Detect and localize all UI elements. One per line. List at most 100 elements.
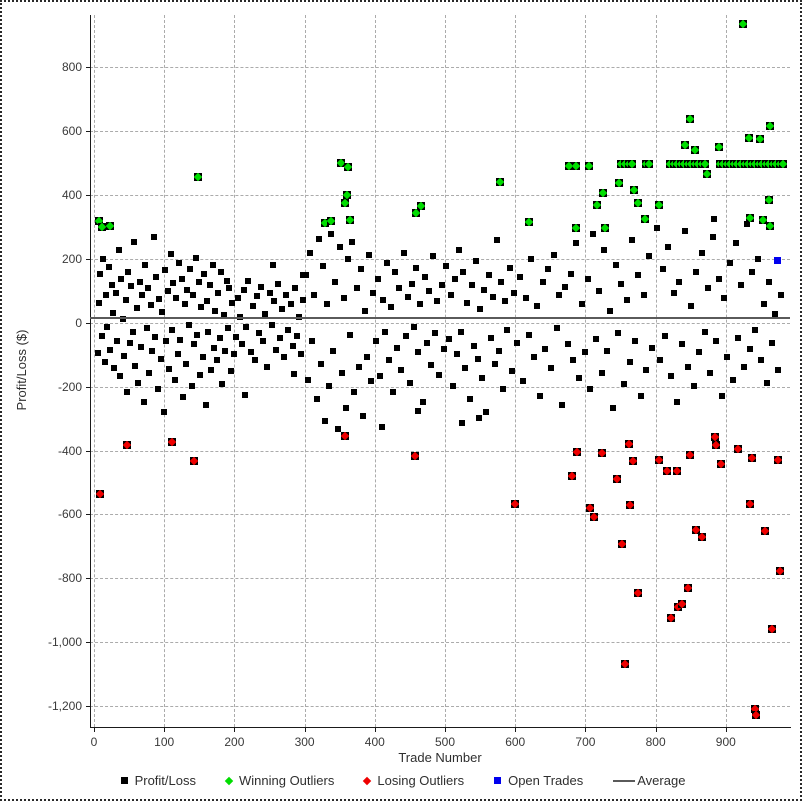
data-point	[340, 294, 347, 301]
data-point	[160, 408, 167, 415]
data-point	[181, 301, 188, 308]
data-point	[192, 254, 199, 261]
data-point	[654, 224, 661, 231]
data-point	[170, 280, 177, 287]
data-point	[143, 325, 150, 332]
data-point	[381, 328, 388, 335]
data-point	[375, 275, 382, 282]
data-point	[616, 159, 625, 168]
data-point	[460, 269, 467, 276]
open-trades-marker-icon	[494, 777, 502, 784]
y-tick-mark	[86, 322, 90, 324]
data-point	[202, 402, 209, 409]
data-point	[173, 294, 180, 301]
data-point	[510, 290, 517, 297]
data-point	[531, 354, 538, 361]
data-point	[702, 169, 711, 178]
x-gridline	[234, 15, 236, 727]
data-point	[299, 272, 306, 279]
data-point	[468, 282, 475, 289]
data-point	[506, 264, 513, 271]
data-point	[609, 405, 616, 412]
data-point	[337, 158, 346, 167]
data-point	[732, 240, 739, 247]
data-point	[139, 291, 146, 298]
data-point	[449, 383, 456, 390]
data-point	[180, 393, 187, 400]
y-tick-label: -1,000	[47, 635, 82, 650]
data-point	[736, 159, 745, 168]
data-point	[440, 345, 447, 352]
data-point	[665, 243, 672, 250]
data-point	[274, 280, 281, 287]
x-tick-mark	[725, 728, 727, 732]
x-tick-mark	[234, 728, 236, 732]
data-point	[364, 354, 371, 361]
data-point	[508, 368, 515, 375]
data-point	[682, 227, 689, 234]
x-gridline	[585, 15, 587, 727]
data-point	[138, 344, 145, 351]
x-gridline	[94, 15, 95, 727]
data-point	[187, 266, 194, 273]
data-point	[696, 349, 703, 356]
data-point	[679, 341, 686, 348]
data-point	[570, 357, 577, 364]
x-tick-mark	[94, 728, 95, 732]
data-point	[692, 526, 701, 535]
data-point	[215, 290, 222, 297]
data-point	[464, 299, 471, 306]
data-point	[150, 234, 157, 241]
data-point	[545, 266, 552, 273]
legend-label: Open Trades	[508, 773, 584, 788]
y-tick-mark	[86, 642, 90, 644]
data-point	[417, 201, 426, 210]
data-point	[584, 275, 591, 282]
data-point	[676, 278, 683, 285]
data-point	[475, 355, 481, 362]
data-point	[279, 306, 286, 313]
data-point	[175, 259, 182, 266]
x-tick-label: 200	[224, 735, 245, 749]
x-tick-mark	[585, 728, 587, 732]
data-point	[241, 286, 248, 293]
data-point	[118, 275, 125, 282]
data-point	[145, 285, 152, 292]
data-point	[686, 114, 694, 123]
data-point	[178, 275, 185, 282]
data-point	[298, 351, 305, 358]
data-point	[324, 301, 331, 308]
data-point	[270, 298, 277, 304]
data-point	[100, 256, 107, 263]
data-point	[385, 357, 392, 364]
data-point	[766, 221, 775, 230]
data-point	[584, 162, 593, 171]
data-point	[332, 278, 339, 285]
data-point	[729, 376, 736, 383]
data-point	[133, 305, 140, 312]
data-point	[204, 298, 211, 304]
data-point	[629, 457, 638, 466]
data-point	[747, 453, 756, 462]
data-point	[338, 370, 345, 377]
data-point	[270, 261, 276, 268]
data-point	[392, 269, 399, 276]
x-gridline	[655, 15, 657, 727]
data-point	[219, 381, 226, 388]
x-gridline	[304, 15, 306, 727]
data-point	[432, 329, 439, 336]
data-point	[95, 489, 104, 498]
data-point	[319, 262, 326, 269]
data-point	[678, 600, 687, 609]
data-point	[701, 159, 710, 168]
data-point	[721, 294, 728, 301]
data-point	[309, 338, 316, 345]
data-point	[769, 339, 776, 346]
data-point	[132, 362, 139, 369]
y-tick-label: -800	[57, 571, 82, 586]
data-point	[105, 264, 112, 271]
y-tick-mark	[86, 706, 90, 708]
data-point	[489, 293, 496, 300]
data-point	[623, 296, 630, 303]
data-point	[773, 455, 782, 464]
